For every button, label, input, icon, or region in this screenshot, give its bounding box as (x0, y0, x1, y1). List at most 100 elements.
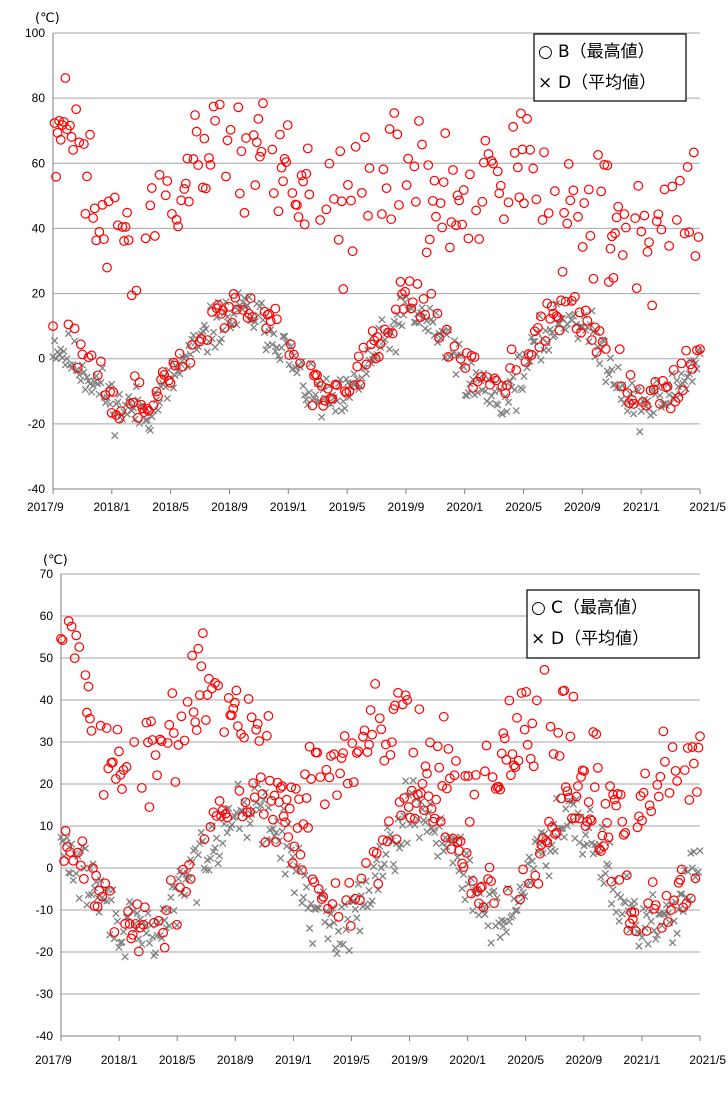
max-point (565, 731, 576, 742)
max-point (573, 211, 583, 222)
avg-point (371, 872, 379, 880)
max-point (667, 742, 678, 753)
max-point (120, 918, 130, 929)
max-point (199, 834, 210, 845)
max-point (133, 946, 144, 957)
avg-point (74, 852, 82, 860)
avg-point (350, 370, 358, 378)
max-point (175, 882, 185, 893)
avg-point (151, 949, 160, 957)
max-point (184, 859, 195, 870)
max-point (65, 120, 75, 131)
max-point (533, 878, 544, 889)
max-point (86, 350, 97, 361)
max-point (122, 207, 133, 218)
max-point (403, 802, 414, 812)
max-point (424, 234, 435, 245)
max-point (56, 633, 66, 644)
chart-b-vs-d: -40 -20 0 20 40 60 80 100 2017/9 2018/1 2018/5 2018… (25, 11, 726, 514)
max-point (292, 200, 302, 211)
max-point (299, 219, 310, 230)
max-point (165, 377, 176, 388)
max-point (568, 185, 579, 196)
max-point (210, 115, 221, 126)
max-point (377, 209, 387, 220)
avg-point (331, 407, 340, 415)
avg-point (430, 331, 439, 340)
max-point (371, 848, 382, 858)
max-point (685, 359, 696, 370)
max-point (605, 243, 616, 254)
x-tick-label: 2018/1 (101, 1053, 138, 1067)
avg-point (52, 355, 60, 363)
avg-point (528, 857, 536, 865)
max-point (528, 163, 539, 174)
avg-point (551, 331, 559, 339)
avg-point (486, 399, 494, 408)
max-point (178, 864, 188, 875)
max-point (595, 846, 606, 856)
avg-point (464, 388, 473, 397)
max-point (264, 309, 275, 319)
max-point (142, 403, 153, 414)
max-point (364, 739, 374, 750)
max-point (631, 926, 641, 937)
max-point (202, 335, 213, 346)
max-point (579, 766, 589, 776)
max-point (146, 183, 157, 193)
avg-point (362, 877, 370, 885)
avg-point (652, 935, 660, 943)
max-point (661, 382, 671, 393)
legend-label: C（最高値） (551, 598, 648, 618)
max-point (176, 195, 187, 206)
avg-point (414, 815, 422, 823)
avg-point (126, 398, 134, 407)
max-point (153, 391, 163, 402)
max-point (202, 689, 213, 700)
max-point (490, 783, 501, 794)
max-point (108, 387, 119, 397)
max-point (101, 723, 112, 733)
max-point (407, 297, 418, 308)
avg-point (499, 922, 507, 931)
max-point (200, 183, 211, 194)
max-point (446, 844, 457, 855)
avg-point (145, 939, 154, 947)
max-point (399, 793, 410, 803)
avg-point (319, 888, 327, 896)
max-point (513, 755, 524, 766)
max-point (603, 832, 614, 843)
avg-point (653, 931, 661, 939)
avg-point (268, 340, 276, 349)
x-tick-label: 2019/1 (275, 1053, 312, 1067)
max-point (501, 754, 512, 765)
avg-point (630, 897, 639, 906)
max-point (72, 847, 83, 858)
avg-point (135, 419, 144, 427)
max-point (227, 317, 238, 328)
max-point (361, 858, 371, 868)
max-point (658, 726, 669, 737)
max-point (654, 398, 665, 409)
max-point (437, 222, 448, 233)
max-point (300, 769, 310, 780)
max-point (400, 690, 411, 701)
max-point (568, 691, 579, 702)
avg-point (647, 917, 655, 925)
max-point (505, 770, 516, 781)
max-point (123, 906, 134, 917)
avg-point (110, 934, 119, 943)
max-point (313, 884, 324, 894)
avg-point (269, 825, 277, 833)
max-point (304, 741, 315, 752)
max-point (324, 772, 335, 783)
max-point (498, 728, 509, 739)
avg-point (503, 407, 511, 416)
max-point (265, 316, 276, 327)
max-point (690, 873, 701, 884)
avg-point (101, 399, 110, 407)
max-point (80, 670, 91, 681)
max-point (150, 231, 160, 241)
max-point (290, 783, 301, 794)
max-point (223, 693, 234, 703)
